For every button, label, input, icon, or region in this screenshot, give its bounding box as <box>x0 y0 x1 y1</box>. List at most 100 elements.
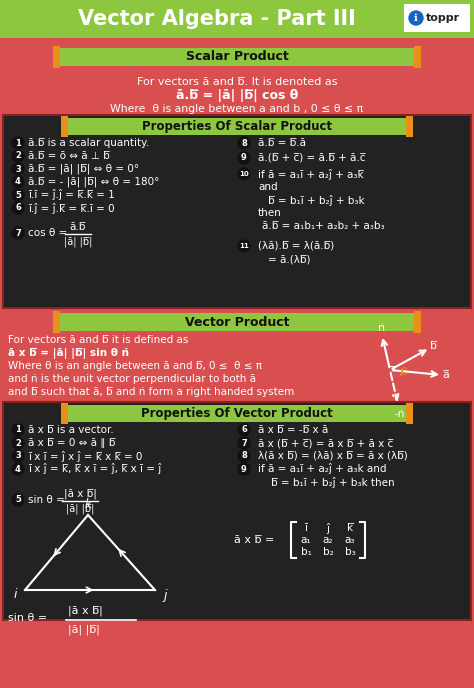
Text: i: i <box>13 588 17 601</box>
Circle shape <box>12 424 24 436</box>
Bar <box>406 116 413 137</box>
Text: if ā = a₁ī + a₂ĵ + a₃k and: if ā = a₁ī + a₂ĵ + a₃k and <box>258 464 386 475</box>
Bar <box>414 311 421 333</box>
Circle shape <box>12 163 24 175</box>
Circle shape <box>238 450 250 462</box>
Text: Scalar Product: Scalar Product <box>186 50 288 63</box>
Text: ā.b̅ is a scalar quantity.: ā.b̅ is a scalar quantity. <box>28 138 149 148</box>
Text: Properties Of Vector Product: Properties Of Vector Product <box>141 407 333 420</box>
Text: 4: 4 <box>15 464 21 473</box>
Text: ā.b̅ = |ā| |b̅| cos θ: ā.b̅ = |ā| |b̅| cos θ <box>176 89 298 103</box>
Circle shape <box>12 176 24 188</box>
Circle shape <box>238 168 250 180</box>
Text: cos θ =: cos θ = <box>28 228 67 238</box>
Text: ā x b̅ =: ā x b̅ = <box>234 535 274 545</box>
Text: Where θ is an angle between ā and b̅, 0 ≤  θ ≤ π: Where θ is an angle between ā and b̅, 0 … <box>8 361 262 371</box>
Circle shape <box>12 450 24 462</box>
Text: |ā x b̅|: |ā x b̅| <box>68 605 103 616</box>
Text: For vectors ā and b̅ it is defined as: For vectors ā and b̅ it is defined as <box>8 335 188 345</box>
Text: ĵ: ĵ <box>327 522 329 533</box>
Circle shape <box>238 240 250 252</box>
Text: ī: ī <box>304 523 308 533</box>
Text: Properties Of Scalar Product: Properties Of Scalar Product <box>142 120 332 133</box>
Text: if ā = a₁ī + a₂ĵ + a₃k̅: if ā = a₁ī + a₂ĵ + a₃k̅ <box>258 169 364 180</box>
Text: 6: 6 <box>15 204 21 213</box>
Text: ā x b̅ is a vector.: ā x b̅ is a vector. <box>28 425 114 435</box>
Text: 11: 11 <box>239 243 249 249</box>
Circle shape <box>12 189 24 201</box>
Circle shape <box>238 463 250 475</box>
Text: sin θ =: sin θ = <box>8 613 47 623</box>
Bar <box>60 313 414 331</box>
Circle shape <box>409 11 423 25</box>
Bar <box>53 311 60 333</box>
Bar <box>414 46 421 68</box>
Text: 2: 2 <box>15 438 21 447</box>
Text: b₁: b₁ <box>301 547 311 557</box>
Circle shape <box>238 152 250 164</box>
Bar <box>3 402 471 620</box>
Circle shape <box>12 137 24 149</box>
Text: b̅ = b₁ī + b₂ĵ + b₃k then: b̅ = b₁ī + b₂ĵ + b₃k then <box>258 477 395 488</box>
Bar <box>68 405 406 422</box>
Bar <box>60 48 414 66</box>
Text: 8: 8 <box>241 451 247 460</box>
Text: 9: 9 <box>241 153 247 162</box>
Text: 1: 1 <box>15 138 21 147</box>
Text: a̅: a̅ <box>443 370 449 380</box>
Text: ī.ī = ĵ.ĵ = k̅.k̅ = 1: ī.ī = ĵ.ĵ = k̅.k̅ = 1 <box>28 189 115 200</box>
Bar <box>61 116 68 137</box>
Circle shape <box>12 202 24 214</box>
Text: ℹ: ℹ <box>414 13 418 23</box>
Text: 7: 7 <box>241 438 247 447</box>
Bar <box>406 403 413 424</box>
Text: and ṅ is the unit vector perpendicular to both ā: and ṅ is the unit vector perpendicular … <box>8 374 256 384</box>
Text: a₂: a₂ <box>323 535 333 545</box>
Text: -ṅ: -ṅ <box>395 409 405 419</box>
Bar <box>404 4 470 32</box>
Text: b₂: b₂ <box>323 547 333 557</box>
Text: 4: 4 <box>15 178 21 186</box>
Text: |ā| |b̅|: |ā| |b̅| <box>68 625 100 635</box>
Text: a₃: a₃ <box>345 535 355 545</box>
Text: ā.b̅ = - |ā| |b̅| ⇔ θ = 180°: ā.b̅ = - |ā| |b̅| ⇔ θ = 180° <box>28 177 159 187</box>
Text: ā.b̅ = a₁b₁+ a₂b₂ + a₃b₃: ā.b̅ = a₁b₁+ a₂b₂ + a₃b₃ <box>262 221 384 231</box>
Text: ī x ĵ = k̅, k̅ x ī = ĵ, k̅ x ī = ĵ: ī x ĵ = k̅, k̅ x ī = ĵ, k̅ x ī = ĵ <box>28 464 161 475</box>
Text: ā.b̅: ā.b̅ <box>70 222 86 232</box>
Text: j: j <box>163 588 166 601</box>
Text: λ(ā x b̅) = (λā) x b̅ = ā x (λb̅): λ(ā x b̅) = (λā) x b̅ = ā x (λb̅) <box>258 451 408 461</box>
Bar <box>3 115 471 308</box>
Text: ī.ĵ = ĵ.k̅ = k̅.ī = 0: ī.ĵ = ĵ.k̅ = k̅.ī = 0 <box>28 202 115 213</box>
Circle shape <box>12 463 24 475</box>
Text: b₃: b₃ <box>345 547 356 557</box>
Text: 3: 3 <box>15 164 21 173</box>
Text: a₁: a₁ <box>301 535 311 545</box>
Text: ṅ: ṅ <box>378 323 385 333</box>
Text: b̅ = b₁ī + b₂ĵ + b₃k: b̅ = b₁ī + b₂ĵ + b₃k <box>268 195 365 206</box>
Text: sin θ =: sin θ = <box>28 495 65 505</box>
Text: 6: 6 <box>241 425 247 435</box>
Text: θ: θ <box>401 367 407 377</box>
Text: k: k <box>84 499 91 511</box>
Circle shape <box>12 437 24 449</box>
Text: 1: 1 <box>15 425 21 435</box>
Text: ā x (b̅ + c̅) = ā x b̅ + ā x c̅: ā x (b̅ + c̅) = ā x b̅ + ā x c̅ <box>258 438 393 448</box>
Text: then: then <box>258 208 282 218</box>
Text: ā x b̅ = 0 ⇔ ā ∥ b̅: ā x b̅ = 0 ⇔ ā ∥ b̅ <box>28 438 115 448</box>
Text: 5: 5 <box>15 495 21 504</box>
Text: ā.(b̅ + c̅) = ā.b̅ + ā.c̅: ā.(b̅ + c̅) = ā.b̅ + ā.c̅ <box>258 153 365 163</box>
Text: = ā.(λb̅): = ā.(λb̅) <box>268 254 310 264</box>
Text: ī x ī = ĵ x ĵ = k̅ x k̅ = 0: ī x ī = ĵ x ĵ = k̅ x k̅ = 0 <box>28 451 142 462</box>
Text: 5: 5 <box>15 191 21 200</box>
Circle shape <box>12 227 24 239</box>
Text: ā.b̅ = ō ⇔ ā ⊥ b̅: ā.b̅ = ō ⇔ ā ⊥ b̅ <box>28 151 110 161</box>
Text: Vector Algebra - Part III: Vector Algebra - Part III <box>78 9 356 29</box>
Text: and: and <box>258 182 278 192</box>
Circle shape <box>238 437 250 449</box>
Text: For vectors ā and b̅. It is denoted as: For vectors ā and b̅. It is denoted as <box>137 77 337 87</box>
Text: 10: 10 <box>239 171 249 177</box>
Text: |ā x b̅|: |ā x b̅| <box>64 488 96 499</box>
Text: Where  θ is angle between a and b , 0 ≤ θ ≤ π: Where θ is angle between a and b , 0 ≤ θ… <box>110 104 364 114</box>
Text: and b̅ such that ā, b̅ and ṅ form a right handed system: and b̅ such that ā, b̅ and ṅ form a rig… <box>8 387 294 397</box>
Text: 9: 9 <box>241 464 247 473</box>
